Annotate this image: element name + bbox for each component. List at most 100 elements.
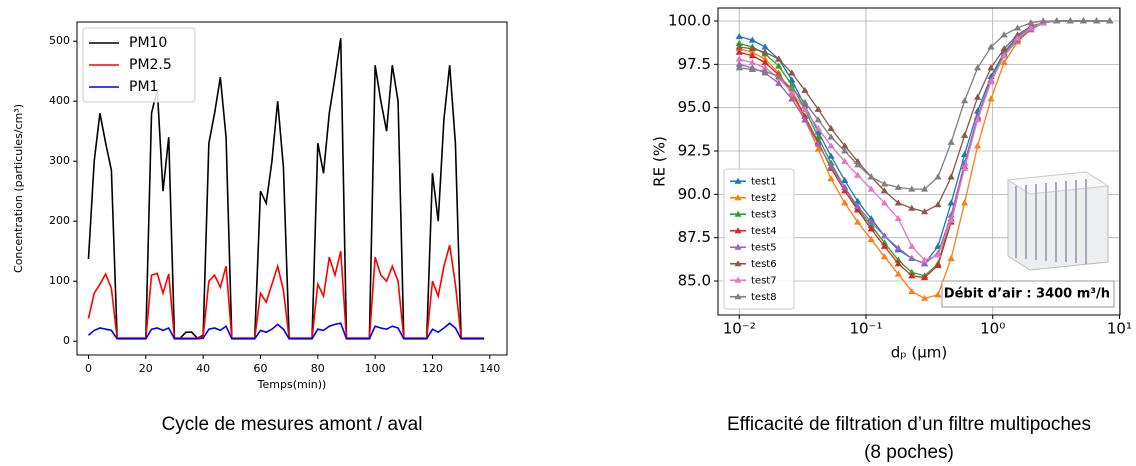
y-tick-label: 200 [49,214,70,227]
point-marker [934,261,942,268]
point-marker [960,159,969,166]
point-marker [987,95,995,102]
point-marker [841,183,849,190]
point-marker [748,36,756,43]
point-marker [735,39,743,47]
point-marker [801,105,809,112]
x-tick-label: 20 [139,362,153,375]
point-marker [920,294,929,301]
point-marker [947,211,955,218]
point-marker [934,251,942,258]
point-marker [775,79,783,86]
point-marker [761,64,769,71]
point-marker [735,43,743,50]
point-marker [1066,17,1074,24]
point-marker [748,52,756,59]
point-marker [735,33,743,40]
point-marker [761,67,769,74]
point-marker [827,124,835,131]
point-marker [1013,34,1022,41]
point-marker [1000,31,1008,38]
series-line [87,322,485,340]
legend-marker [734,293,742,300]
point-marker [908,272,916,279]
y-tick-label: 100 [49,274,70,287]
point-marker [974,93,982,100]
point-marker [880,180,889,187]
point-marker [735,64,743,71]
point-marker [960,164,969,171]
point-marker [841,176,849,184]
point-marker [1027,24,1035,31]
point-marker [788,69,796,76]
point-marker [934,291,942,298]
point-marker [908,254,916,262]
point-marker [854,218,862,225]
point-marker [1106,17,1114,24]
point-marker [947,199,955,206]
y-tick-label: 85.0 [678,272,711,290]
point-marker [814,116,822,123]
point-marker [748,59,756,66]
point-marker [894,215,902,222]
point-marker [867,218,875,225]
point-marker [1013,31,1022,38]
point-marker [748,65,756,73]
point-marker [1013,24,1022,31]
y-tick-label: 97.5 [678,55,711,73]
y-tick-label: 90.0 [678,185,711,203]
filter-illustration [1006,171,1110,271]
point-marker [894,260,902,267]
point-marker [920,256,929,263]
point-marker [788,85,796,92]
point-marker [801,116,809,123]
legend-label: test1 [751,176,777,187]
point-marker [788,95,796,102]
point-marker [735,48,743,55]
legend-label: PM2.5 [129,57,172,73]
point-marker [1092,17,1101,24]
point-marker [735,60,743,67]
point-marker [1000,52,1008,59]
point-marker [775,55,783,62]
x-tick-label: 0 [85,362,92,375]
plot-frame [76,21,508,356]
legend-marker [734,177,742,184]
annotation: Débit d’air : 3400 m³/h [944,287,1110,302]
point-marker [960,97,969,104]
y-axis-title: Concentration (particules/cm³) [12,104,25,273]
point-marker [788,76,796,83]
legend-box [723,168,795,310]
caption: (8 poches) [864,442,954,463]
point-marker [894,270,902,277]
point-marker [880,232,889,239]
x-tick-label: 140 [479,362,500,375]
y-tick-label: 0 [63,334,70,347]
point-marker [854,206,862,213]
point-marker [814,140,822,147]
point-marker [947,173,955,180]
filter-top [1006,171,1110,195]
point-marker [814,105,822,112]
x-axis-title: dₚ (μm) [891,344,948,362]
point-marker [1079,17,1088,24]
point-marker [960,199,969,206]
legend-label: test6 [751,259,777,270]
point-marker [854,202,862,210]
legend-label: test2 [751,193,777,204]
y-tick-label: 400 [49,94,70,107]
y-axis-title: RE (%) [651,136,669,187]
point-marker [748,48,756,55]
x-tick-label: 120 [422,362,443,375]
legend-marker [734,210,742,217]
point-marker [974,112,982,119]
point-marker [987,78,995,85]
point-marker [854,161,862,168]
point-marker [880,199,889,206]
point-marker [841,187,849,194]
point-marker [827,152,835,159]
point-marker [947,138,955,145]
point-marker [748,45,756,52]
point-marker [1039,17,1047,24]
point-marker [867,173,875,180]
